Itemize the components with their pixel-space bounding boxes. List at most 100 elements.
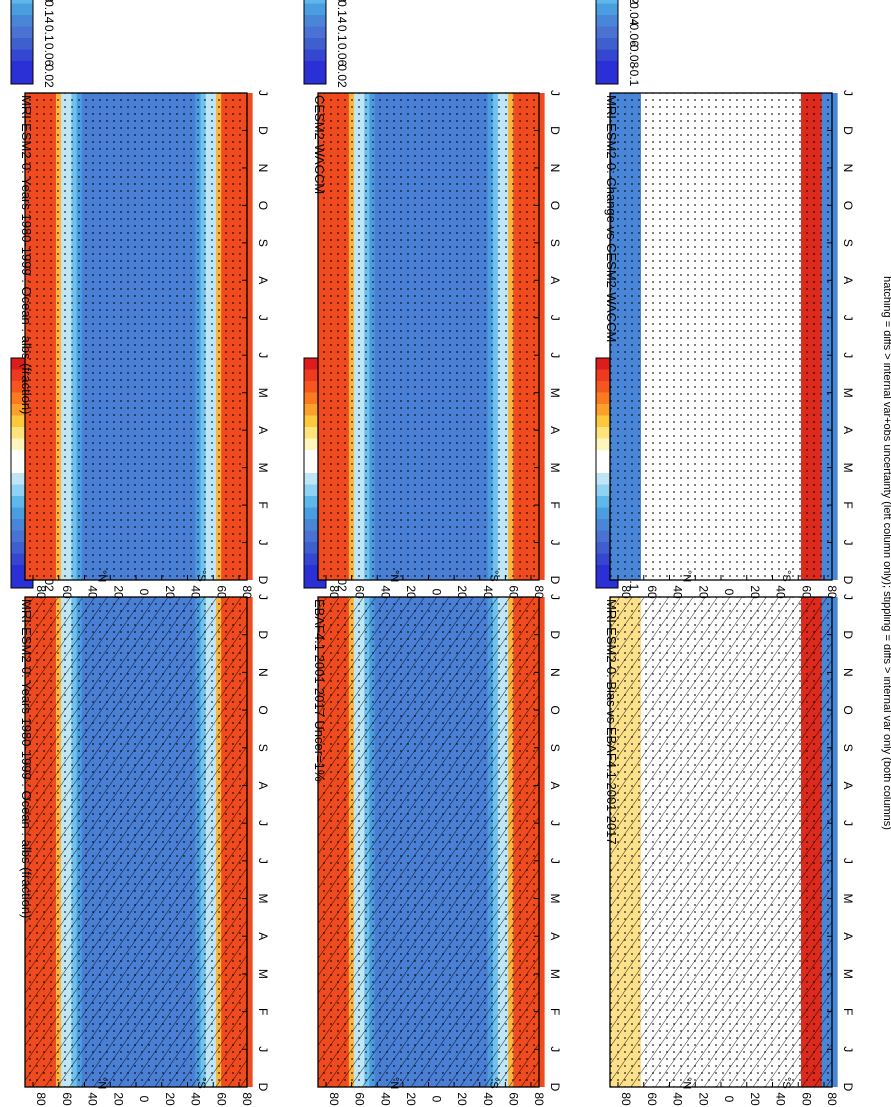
lat-unit-north: °N (680, 570, 692, 582)
month-tick-label: F (548, 501, 562, 508)
month-tick-label: J (841, 352, 855, 358)
month-tick-label: D (548, 1083, 562, 1092)
lat-tick-label: 20 (404, 585, 418, 599)
lat-unit-south: °S (195, 1077, 207, 1089)
month-tick-label: M (256, 969, 270, 979)
colorbar-frame (10, 0, 34, 85)
panel-title: MRI-ESM2-0: Bias vs EBAF4.1 2001-2017 (604, 599, 619, 845)
month-tick-label: N (548, 164, 562, 173)
colorbar-swatch (11, 15, 33, 27)
month-tick-label: J (841, 1046, 855, 1052)
colorbar-swatch (11, 38, 33, 50)
month-tick-label: S (256, 744, 270, 752)
colorbar-frame (595, 0, 619, 85)
lat-tick-label: 40 (378, 1092, 392, 1106)
colorbar: 0.420.380.340.30.260.220.180.140.10.060.… (303, 0, 349, 88)
heatmap-strip (247, 93, 253, 580)
month-tick-label: D (256, 576, 270, 585)
lat-tick-label: 0 (722, 589, 736, 596)
lat-tick-label: 40 (86, 585, 100, 599)
lat-tick-label: 60 (214, 1092, 228, 1106)
month-tick-label: S (256, 239, 270, 247)
panel-title: MRI-ESM2-0: Years 1980-1999 : Ocean : al… (19, 599, 34, 918)
heatmap-strip (539, 93, 545, 580)
colorbar-label: 0.06 (42, 43, 56, 67)
lat-tick-label: 20 (404, 1092, 418, 1106)
month-tick-label: S (548, 744, 562, 752)
stippling-overlay (610, 93, 832, 580)
month-tick-label: A (841, 781, 855, 789)
month-tick-label: D (841, 576, 855, 585)
month-tick-label: J (841, 90, 855, 96)
colorbar-swatch (304, 72, 326, 85)
lat-unit-north: °N (680, 1077, 692, 1089)
lat-tick-label: 60 (799, 1092, 813, 1106)
month-tick-label: J (548, 540, 562, 546)
month-tick-label: A (841, 426, 855, 434)
month-tick-label: M (548, 388, 562, 398)
stippling-overlay (318, 93, 539, 580)
heatmap-strip (832, 597, 838, 1087)
month-tick-label: A (841, 932, 855, 940)
colorbar-label: -0.04 (627, 0, 641, 26)
month-tick-label: J (256, 90, 270, 96)
lat-tick-label: 80 (327, 1092, 341, 1106)
lat-tick-label: 80 (240, 1092, 254, 1106)
heatmap-strip (539, 597, 545, 1087)
lat-tick-label: 40 (481, 1092, 495, 1106)
month-tick-label: M (548, 969, 562, 979)
month-tick-label: J (841, 820, 855, 826)
colorbar-label: -0.1 (627, 66, 641, 87)
month-tick-label: J (548, 858, 562, 864)
month-tick-label: O (256, 201, 270, 210)
month-tick-label: M (256, 463, 270, 473)
lat-tick-label: 80 (532, 1092, 546, 1106)
colorbar-label: -0.02 (627, 0, 641, 4)
lat-tick-label: 20 (696, 1092, 710, 1106)
month-tick-label: F (256, 501, 270, 508)
month-tick-label: D (548, 630, 562, 639)
colorbar-label: 0.06 (335, 43, 349, 67)
colorbar-label: 0.02 (42, 64, 56, 88)
colorbar-label: 0.1 (335, 25, 349, 42)
month-tick-label: M (841, 463, 855, 473)
colorbar: 0.10.080.060.040.020-0.02-0.04-0.06-0.08… (595, 0, 641, 87)
month-tick-label: A (256, 426, 270, 434)
lat-tick-label: 80 (240, 585, 254, 599)
stippling-overlay (25, 597, 247, 1087)
lat-tick-label: 60 (645, 1092, 659, 1106)
month-tick-label: O (841, 201, 855, 210)
heatmap-strip (832, 93, 838, 580)
lat-tick-label: 80 (825, 585, 839, 599)
month-tick-label: D (256, 630, 270, 639)
stippling-overlay (25, 93, 247, 580)
lat-tick-label: 60 (353, 585, 367, 599)
month-tick-label: J (841, 594, 855, 600)
colorbar-label: 0.14 (42, 0, 56, 24)
month-tick-label: J (256, 594, 270, 600)
month-tick-label: F (548, 1008, 562, 1015)
month-tick-label: J (548, 594, 562, 600)
month-tick-label: M (256, 388, 270, 398)
month-tick-label: A (548, 276, 562, 284)
colorbar-label: 0.18 (335, 0, 349, 2)
month-tick-label: M (548, 463, 562, 473)
lat-tick-label: 20 (696, 585, 710, 599)
panel-title: CESM2-WACCM (312, 95, 327, 194)
month-tick-label: J (256, 540, 270, 546)
lat-tick-label: 0 (430, 1096, 444, 1103)
lat-tick-label: 80 (327, 585, 341, 599)
lat-tick-label: 20 (455, 1092, 469, 1106)
month-tick-label: F (841, 501, 855, 508)
lat-unit-south: °S (780, 570, 792, 582)
lat-unit-north: °N (95, 1077, 107, 1089)
month-tick-label: S (841, 239, 855, 247)
month-tick-label: D (256, 126, 270, 135)
colorbar-swatch (596, 49, 618, 62)
lat-tick-label: 80 (34, 585, 48, 599)
panel-6: 80 60 40 20 0 20 40 60 80 °N °S D J F M A M J J A S O N D J MRI-E… (595, 0, 855, 599)
colorbar-label: -0.06 (627, 20, 641, 48)
panel-title: EBAF4.1 2001-2017 Uncer=1% (312, 599, 327, 782)
month-tick-label: J (256, 858, 270, 864)
lat-tick-label: 20 (163, 1092, 177, 1106)
